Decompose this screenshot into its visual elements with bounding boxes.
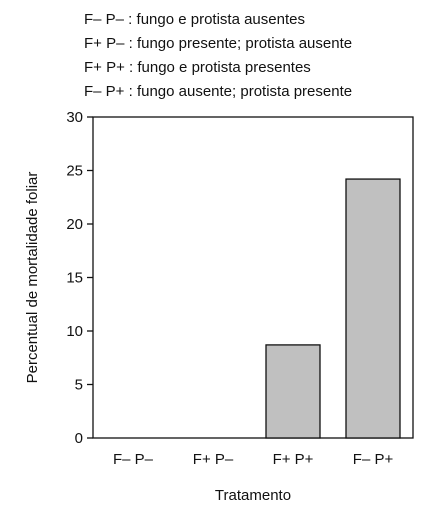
y-tick-label: 20 bbox=[66, 216, 83, 233]
x-tick-label: F+ P– bbox=[193, 451, 234, 468]
x-tick-label: F– P– bbox=[113, 451, 154, 468]
y-tick-label: 25 bbox=[66, 163, 83, 180]
legend-item: F– P– : fungo e protista ausentes bbox=[84, 11, 305, 28]
bar bbox=[345, 178, 401, 439]
x-tick-label: F– P+ bbox=[353, 451, 394, 468]
y-tick-label: 15 bbox=[66, 270, 83, 287]
x-axis: F– P– F+ P– F+ P+ F– P+ bbox=[113, 451, 393, 468]
y-tick-label: 30 bbox=[66, 109, 83, 126]
y-tick-label: 5 bbox=[75, 377, 83, 394]
x-axis-label: Tratamento bbox=[215, 487, 291, 504]
legend-item: F– P+ : fungo ausente; protista presente bbox=[84, 83, 353, 100]
y-tick-label: 0 bbox=[75, 430, 83, 447]
y-axis: 0 5 10 15 20 25 30 bbox=[66, 109, 93, 447]
y-axis-label: Percentual de mortalidade foliar bbox=[24, 172, 41, 384]
y-tick-label: 10 bbox=[66, 323, 83, 340]
bars bbox=[265, 178, 401, 439]
treatment-legend: F– P– : fungo e protista ausentes F+ P– … bbox=[84, 8, 352, 104]
legend-item: F+ P– : fungo presente; protista ausente bbox=[84, 35, 353, 52]
bar bbox=[265, 344, 321, 439]
x-tick-label: F+ P+ bbox=[273, 451, 314, 468]
legend-item: F+ P+ : fungo e protista presentes bbox=[84, 59, 311, 76]
